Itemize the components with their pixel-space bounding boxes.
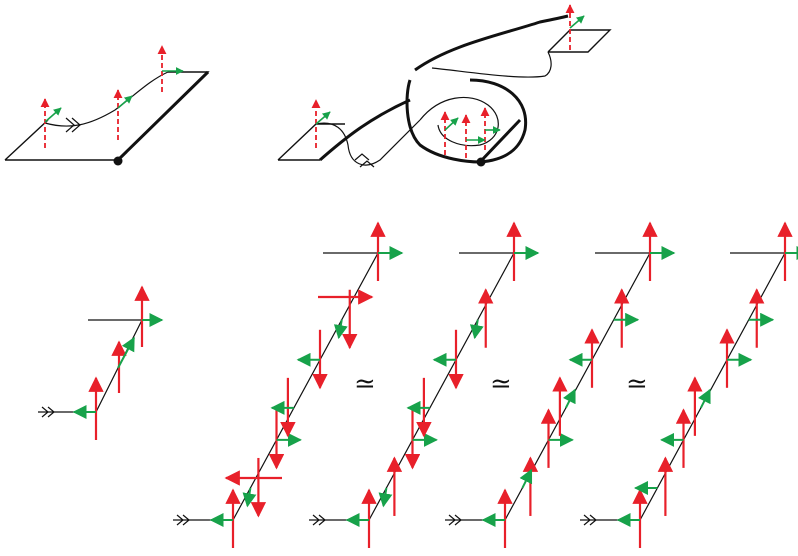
double-arrowhead-icon <box>65 117 81 133</box>
sequences <box>173 221 798 548</box>
strip-twisted-outer-edge <box>319 14 569 162</box>
double-arrowhead-icon <box>176 514 190 526</box>
strip-twisted-core-curve <box>315 119 421 166</box>
sequence-1-strand <box>173 252 380 521</box>
equivalence-symbol-3: ≃ <box>626 369 648 399</box>
sequence-4-green-vector <box>698 388 711 409</box>
endpoint-dot-icon <box>113 156 123 166</box>
sequence-3-green-vector <box>519 468 533 489</box>
double-arrowhead-icon <box>312 514 326 526</box>
sequence-4-strand <box>580 252 787 521</box>
sequence-3-green-vector <box>563 388 576 409</box>
equivalence-symbol-1: ≃ <box>354 369 376 399</box>
strip-flat-core-curve <box>44 71 169 127</box>
sequence-2-green-vector <box>378 487 393 508</box>
sequence-1-green-vector <box>333 319 348 340</box>
double-arrowhead-icon <box>354 153 375 168</box>
sequence-2-green-vector <box>469 319 484 340</box>
strip-flat <box>4 45 210 166</box>
double-arrowhead-icon <box>41 406 55 418</box>
equivalence-symbol-2: ≃ <box>490 369 512 399</box>
double-arrowhead-icon <box>448 514 462 526</box>
sequence-3-strand <box>445 252 652 521</box>
small-legendrian <box>38 285 164 440</box>
sequence-2-strand <box>309 252 516 521</box>
strip-twisted <box>277 4 612 168</box>
endpoint-dot-icon <box>476 157 486 167</box>
strip-flat-outline-bold <box>116 70 210 162</box>
sequence-1-green-vector <box>242 487 257 508</box>
double-arrowhead-icon <box>583 514 597 526</box>
strip-flat-outline <box>4 71 210 161</box>
